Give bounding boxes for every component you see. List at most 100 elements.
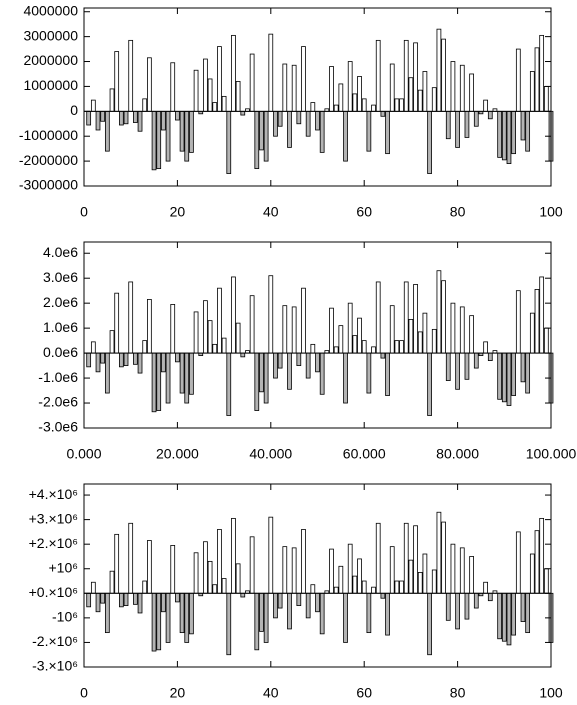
bar [380,352,386,359]
bar [380,110,386,117]
plot-frame [83,241,552,429]
bar [333,586,339,594]
bar [361,580,367,594]
bar [399,580,404,594]
y-tick-label: 2.0e6 [43,294,78,310]
bar [118,592,124,608]
x-tick-label: 0.000 [66,446,101,462]
bar [128,522,134,594]
bar [123,110,129,125]
bar [464,110,470,138]
bar [343,352,348,404]
bar [417,572,423,594]
bar [497,592,502,640]
bar [403,39,409,112]
bar [254,110,260,169]
bar [287,110,292,148]
bar [338,325,344,354]
bar [95,352,101,373]
bar [501,352,507,403]
bar [268,516,274,594]
bar [371,104,376,112]
bar [142,340,148,354]
bar [366,352,372,394]
bar [417,89,423,112]
bar [305,352,311,379]
bar [343,592,348,643]
bar [263,110,269,162]
bar [520,592,526,622]
bar [459,64,465,112]
bar [137,592,143,614]
bar [259,352,264,393]
bar [529,71,535,112]
y-tick-label: 1.0e6 [43,319,78,335]
y-tick-label: -3.×10⁶ [32,658,78,674]
bar [217,287,222,354]
bar [403,281,409,354]
bar [427,352,432,416]
x-tick-label: 20 [170,685,186,700]
x-tick-label: 40 [263,204,279,220]
bar [175,592,180,603]
bar [455,352,460,390]
bar [520,352,526,383]
bar [315,592,320,613]
bar [147,57,152,112]
bar [399,98,404,112]
bar [385,352,390,396]
bar [259,110,264,151]
bar [231,517,236,594]
bar [207,560,213,594]
bar [114,292,120,354]
bar [315,352,320,373]
bar [399,340,404,354]
bar [212,584,218,594]
bar [221,95,227,112]
bar [403,522,409,594]
bar [193,552,199,594]
bar [291,64,297,112]
bar [296,352,302,366]
bar [366,110,372,152]
bar [455,110,460,148]
bar [273,110,278,137]
bar [170,304,176,354]
bar [137,352,143,374]
bar [389,63,395,112]
bar [319,592,325,635]
bar [221,578,227,594]
y-tick-label: +2.×10⁶ [29,535,78,551]
bar [184,592,190,643]
bar [380,592,386,599]
bar [375,522,381,594]
bar [203,541,208,594]
bar [114,533,120,594]
bar [534,530,540,594]
bar [385,110,390,155]
x-tick-label: 80 [450,204,466,220]
bar [371,346,376,354]
bar [511,352,517,396]
bar [301,529,306,594]
bar [464,592,470,620]
bar [161,110,166,131]
bar [445,352,451,381]
bar [273,592,278,619]
y-tick-label: 1000000 [23,77,78,93]
bar [123,352,129,366]
bar [459,547,465,594]
x-tick-label: 100 [539,204,563,220]
bar [203,58,208,112]
bar [95,592,101,613]
bar [287,592,292,630]
bar [506,592,512,646]
bar [226,110,232,174]
bar [217,529,222,594]
bar [506,110,512,164]
bar [469,73,474,112]
bar [469,315,474,354]
bar [539,34,545,112]
bar [296,110,302,125]
